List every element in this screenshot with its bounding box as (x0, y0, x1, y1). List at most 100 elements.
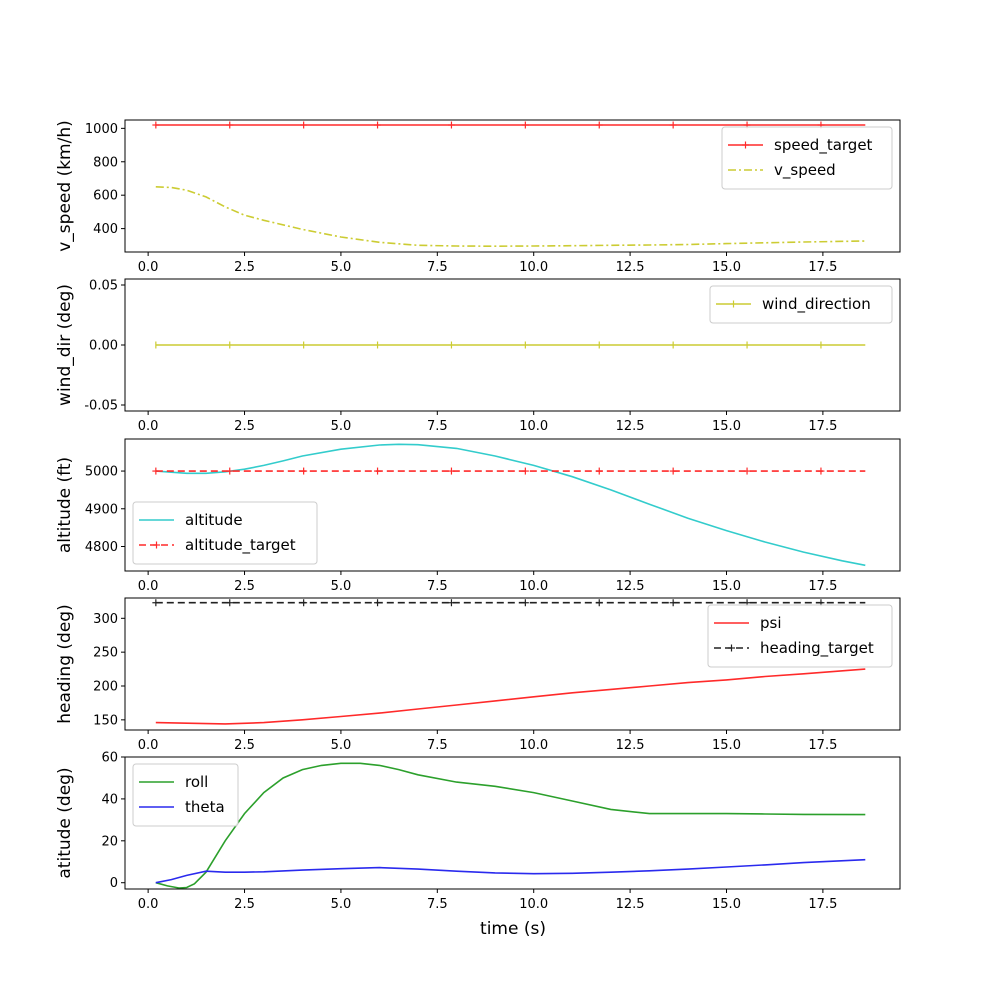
x-tick-label: 2.5 (234, 260, 255, 275)
marker-altitude_target (595, 467, 603, 475)
plot-frame (124, 438, 901, 572)
x-tick-label: 5.0 (331, 419, 352, 434)
x-tick-label: 0.0 (138, 579, 159, 594)
x-tick-label: 7.5 (427, 738, 448, 753)
series-line-v_speed (155, 186, 866, 248)
marker-altitude_target (226, 467, 234, 475)
series-line-roll (155, 762, 866, 889)
y-tick-label: 0 (110, 876, 118, 891)
x-tick-label: 5.0 (331, 260, 352, 275)
y-tick-label: 250 (93, 646, 118, 661)
legend: roll theta (132, 763, 239, 827)
plot-frame (124, 756, 901, 890)
legend-label: speed_target (774, 136, 873, 155)
y-tick-label: 0.05 (89, 279, 118, 294)
y-tick-label: -0.05 (84, 399, 118, 414)
marker-speed_target (669, 121, 677, 129)
legend: psi heading_target (707, 604, 893, 668)
marker-heading_target (447, 599, 455, 607)
x-tick-label: 10.0 (519, 579, 548, 594)
y-tick-label: 600 (93, 189, 118, 204)
x-tick-label: 17.5 (808, 579, 837, 594)
legend-entry-heading_target: heading_target (714, 639, 874, 658)
marker-heading_target (595, 599, 603, 607)
y-tick-label: 300 (93, 612, 118, 627)
legend-label: altitude (185, 511, 243, 529)
y-tick-label: 150 (93, 713, 118, 728)
marker-speed_target (595, 121, 603, 129)
x-axis-label: time (s) (480, 919, 546, 939)
marker-altitude_target (743, 467, 751, 475)
y-tick-label: 60 (101, 751, 118, 766)
legend: altitude altitude_target (132, 501, 318, 565)
legend-entry-altitude_target: altitude_target (139, 536, 296, 555)
y-tick-label: 40 (101, 792, 118, 807)
y-tick-label: 800 (93, 155, 118, 170)
legend-label: heading_target (760, 639, 874, 658)
marker-speed_target (447, 121, 455, 129)
x-tick-label: 17.5 (808, 738, 837, 753)
marker-heading_target (374, 599, 382, 607)
y-tick-label: 20 (101, 834, 118, 849)
legend: speed_target v_speed (721, 126, 893, 190)
legend-entry-speed_target: speed_target (728, 136, 873, 155)
x-tick-label: 2.5 (234, 897, 255, 912)
legend: wind_direction (709, 285, 893, 324)
x-tick-label: 5.0 (331, 897, 352, 912)
x-tick-label: 0.0 (138, 897, 159, 912)
y-tick-label: 200 (93, 680, 118, 695)
y-tick-label: 4800 (85, 540, 118, 555)
plot-frame (124, 119, 901, 253)
x-tick-label: 10.0 (519, 260, 548, 275)
marker-altitude_target (817, 467, 825, 475)
x-tick-label: 2.5 (234, 579, 255, 594)
marker-altitude_target (521, 467, 529, 475)
marker-altitude_target (669, 467, 677, 475)
y-axis-label: wind_dir (deg) (55, 284, 75, 406)
marker-heading_target (521, 599, 529, 607)
plot-frame (124, 597, 901, 731)
legend-label: psi (760, 614, 782, 632)
x-tick-label: 7.5 (427, 579, 448, 594)
x-tick-label: 0.0 (138, 260, 159, 275)
x-tick-label: 10.0 (519, 738, 548, 753)
legend-entry-altitude: altitude (139, 511, 243, 529)
legend-label: wind_direction (762, 295, 871, 314)
x-tick-label: 5.0 (331, 579, 352, 594)
x-tick-label: 2.5 (234, 419, 255, 434)
x-tick-label: 15.0 (712, 579, 741, 594)
x-tick-label: 15.0 (712, 897, 741, 912)
legend-label: theta (185, 798, 225, 816)
x-tick-label: 12.5 (616, 897, 645, 912)
x-tick-label: 10.0 (519, 419, 548, 434)
series-line-theta (155, 858, 866, 884)
subplot-4: 0.0 2.5 5.0 7.5 10.0 12.5 15.0 17.5 150 200 250 300… (55, 597, 901, 753)
y-axis-label: atitude (deg) (55, 767, 75, 878)
y-tick-label: 4900 (85, 502, 118, 517)
marker-altitude_target (152, 467, 160, 475)
x-tick-label: 12.5 (616, 738, 645, 753)
y-axis-label: altitude (ft) (55, 457, 75, 553)
subplot-1: 0.0 2.5 5.0 7.5 10.0 12.5 15.0 17.5 400 600 800 100… (55, 119, 901, 275)
legend-entry-theta: theta (139, 798, 225, 816)
marker-speed_target (226, 121, 234, 129)
x-tick-label: 7.5 (427, 419, 448, 434)
y-axis-label: v_speed (km/h) (55, 120, 75, 252)
x-tick-label: 15.0 (712, 738, 741, 753)
x-tick-label: 15.0 (712, 419, 741, 434)
subplot-3: 0.0 2.5 5.0 7.5 10.0 12.5 15.0 17.5 4800 4900 5000… (55, 438, 901, 594)
marker-speed_target (152, 121, 160, 129)
x-tick-label: 12.5 (616, 260, 645, 275)
x-tick-label: 7.5 (427, 260, 448, 275)
series-line-psi (155, 668, 866, 725)
marker-altitude_target (447, 467, 455, 475)
subplots: 0.0 2.5 5.0 7.5 10.0 12.5 15.0 17.5400600800100… (55, 119, 901, 912)
y-axis-label: heading (deg) (55, 604, 75, 723)
marker-altitude_target (374, 467, 382, 475)
legend-label: v_speed (774, 161, 836, 180)
legend-label: roll (185, 773, 208, 791)
legend-entry-wind_direction: wind_direction (716, 295, 871, 314)
x-tick-label: 17.5 (808, 419, 837, 434)
x-tick-label: 12.5 (616, 579, 645, 594)
